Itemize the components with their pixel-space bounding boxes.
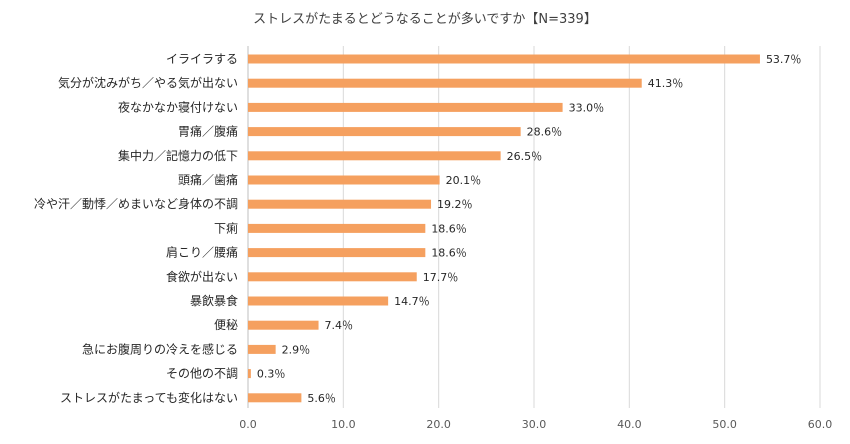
category-label: 肩こり／腰痛 xyxy=(166,245,238,260)
bar xyxy=(248,296,389,306)
bar xyxy=(248,320,319,330)
category-label: 便秘 xyxy=(214,318,238,332)
category-label: 頭痛／歯痛 xyxy=(178,172,238,187)
data-label: 26.5％ xyxy=(507,150,542,163)
bar xyxy=(248,54,760,64)
bar xyxy=(248,272,417,282)
x-tick-label: 0.0 xyxy=(239,418,257,431)
x-tick-label: 30.0 xyxy=(522,418,547,431)
category-label: 集中力／記憶力の低下 xyxy=(118,148,238,163)
data-label: 18.6％ xyxy=(431,247,467,260)
data-label: 33.0％ xyxy=(569,101,605,114)
x-tick-label: 20.0 xyxy=(426,418,451,431)
bar xyxy=(248,175,440,185)
category-label: 気分が沈みがち／やる気が出ない xyxy=(58,75,238,90)
x-tick-label: 10.0 xyxy=(331,418,356,431)
category-label: 夜なかなか寝付けない xyxy=(118,99,238,114)
data-label: 28.6％ xyxy=(527,126,563,139)
data-label: 7.4％ xyxy=(325,319,354,332)
data-label: 41.3％ xyxy=(648,77,684,90)
bar xyxy=(248,102,563,112)
data-label: 20.1％ xyxy=(446,174,482,187)
data-label: 19.2％ xyxy=(437,198,473,211)
data-label: 18.6％ xyxy=(431,222,467,235)
bar xyxy=(248,199,432,209)
data-label: 14.7％ xyxy=(394,295,430,308)
x-axis-ticks: 0.0 10.0 20.0 30.0 40.0 50.0 60.0 xyxy=(239,418,832,431)
x-tick-label: 60.0 xyxy=(808,418,833,431)
bar xyxy=(248,78,642,88)
category-label: ストレスがたまっても変化はない xyxy=(60,390,238,405)
category-label: 急にお腹周りの冷えを感じる xyxy=(82,341,238,356)
bar xyxy=(248,223,426,233)
data-label: 53.7％ xyxy=(766,53,802,66)
bars xyxy=(248,54,760,403)
category-label: イライラする xyxy=(166,52,238,66)
chart-title: ストレスがたまるとどうなることが多いですか【N=339】 xyxy=(253,11,597,27)
category-label: 下痢 xyxy=(214,220,238,235)
category-label: 冷や汗／動悸／めまいなど身体の不調 xyxy=(34,196,238,211)
data-label: 17.7％ xyxy=(423,271,459,284)
bar xyxy=(248,344,276,354)
data-label: 2.9％ xyxy=(282,343,311,356)
category-label: 食欲が出ない xyxy=(166,269,238,284)
category-label: 胃痛／腹痛 xyxy=(178,124,238,139)
bar xyxy=(248,151,501,161)
bar xyxy=(248,393,302,403)
bar xyxy=(248,248,426,258)
data-label: 0.3％ xyxy=(257,368,286,381)
category-label: 暴飲暴食 xyxy=(190,293,238,308)
bar xyxy=(248,369,251,379)
category-labels: イライラする気分が沈みがち／やる気が出ない夜なかなか寝付けない胃痛／腹痛集中力／… xyxy=(34,52,238,405)
x-tick-label: 50.0 xyxy=(712,418,737,431)
data-label: 5.6％ xyxy=(307,392,336,405)
data-labels: 53.7％ 41.3％ 33.0％ 28.6％ 26.5％ 20.1％ 19.2％ 18.6％… xyxy=(257,53,802,405)
x-tick-label: 40.0 xyxy=(617,418,642,431)
bar xyxy=(248,127,521,137)
category-label: その他の不調 xyxy=(166,367,238,381)
